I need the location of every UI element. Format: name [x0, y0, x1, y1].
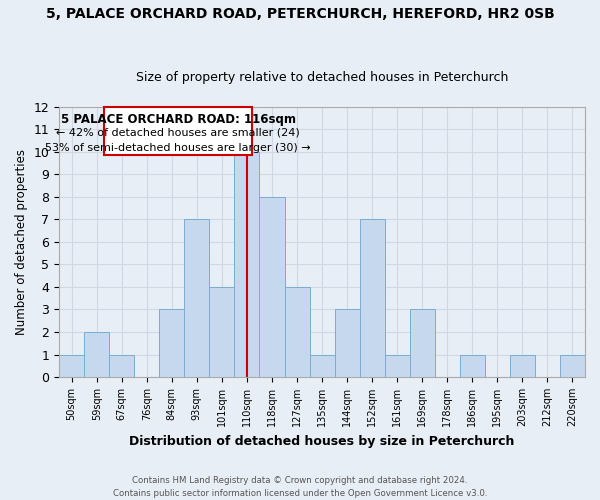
Bar: [335, 310, 359, 377]
Bar: [259, 196, 284, 377]
Bar: [109, 354, 134, 377]
Bar: [160, 310, 184, 377]
Bar: [310, 354, 335, 377]
Text: Contains HM Land Registry data © Crown copyright and database right 2024.
Contai: Contains HM Land Registry data © Crown c…: [113, 476, 487, 498]
Bar: [235, 152, 259, 377]
Bar: [460, 354, 485, 377]
Bar: [560, 354, 585, 377]
Bar: [359, 219, 385, 377]
Text: 53% of semi-detached houses are larger (30) →: 53% of semi-detached houses are larger (…: [45, 142, 311, 152]
Text: 5 PALACE ORCHARD ROAD: 116sqm: 5 PALACE ORCHARD ROAD: 116sqm: [61, 114, 296, 126]
Text: 5, PALACE ORCHARD ROAD, PETERCHURCH, HEREFORD, HR2 0SB: 5, PALACE ORCHARD ROAD, PETERCHURCH, HER…: [46, 8, 554, 22]
Title: Size of property relative to detached houses in Peterchurch: Size of property relative to detached ho…: [136, 72, 508, 85]
FancyBboxPatch shape: [104, 106, 252, 155]
Bar: [59, 354, 84, 377]
Bar: [510, 354, 535, 377]
Bar: [385, 354, 410, 377]
Bar: [209, 287, 235, 377]
Bar: [284, 287, 310, 377]
Bar: [410, 310, 435, 377]
X-axis label: Distribution of detached houses by size in Peterchurch: Distribution of detached houses by size …: [130, 434, 515, 448]
Y-axis label: Number of detached properties: Number of detached properties: [15, 149, 28, 335]
Bar: [184, 219, 209, 377]
Text: ← 42% of detached houses are smaller (24): ← 42% of detached houses are smaller (24…: [56, 128, 300, 138]
Bar: [84, 332, 109, 377]
